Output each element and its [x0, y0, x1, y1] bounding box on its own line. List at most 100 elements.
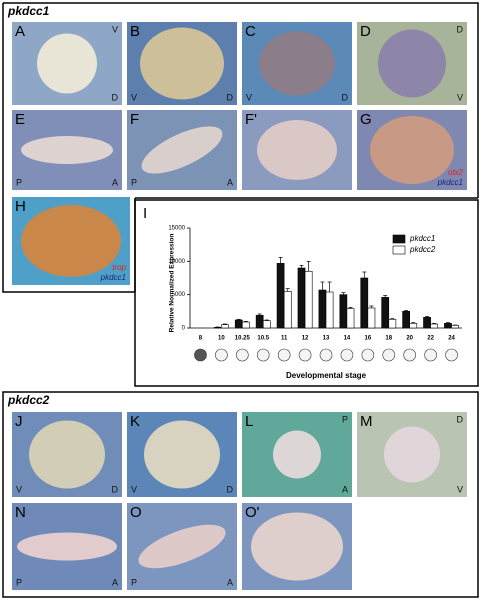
- panel-label: M: [360, 413, 373, 430]
- chart-frame: [134, 199, 479, 387]
- stage-icon: [382, 348, 396, 362]
- y-tick-label: 0: [182, 326, 186, 332]
- legend-swatch: [392, 245, 406, 255]
- x-axis-label: Developmental stage: [286, 371, 367, 380]
- x-tick-label: 16: [365, 336, 372, 342]
- bar: [402, 311, 410, 329]
- panel-label: O: [130, 504, 142, 521]
- embryo: [141, 126, 223, 174]
- bar: [346, 308, 355, 329]
- bar: [360, 277, 369, 329]
- orientation: D: [457, 414, 464, 424]
- y-tick-label: 15000: [168, 226, 185, 232]
- bar: [304, 271, 313, 329]
- orientation: V: [246, 92, 252, 102]
- bar: [255, 315, 264, 329]
- stain-label: trop: [112, 263, 126, 272]
- bar: [221, 324, 229, 329]
- orientation: V: [16, 484, 22, 494]
- bar: [444, 323, 452, 329]
- stage-icon: [298, 348, 312, 362]
- orientation: V: [457, 484, 463, 494]
- embryo: [138, 524, 226, 569]
- orientation: V: [131, 92, 137, 102]
- x-tick-label: 22: [427, 336, 434, 342]
- embryo: [17, 532, 117, 561]
- bar: [409, 323, 418, 329]
- stain-label: pkdcc1: [100, 273, 126, 282]
- y-tick-label: 10000: [168, 259, 185, 265]
- bar: [318, 289, 327, 329]
- x-tick-label: 8: [199, 336, 203, 342]
- legend-swatch: [392, 234, 406, 244]
- panel-label: K: [130, 413, 140, 430]
- embryo: [370, 116, 454, 184]
- embryo: [259, 31, 335, 96]
- embryo: [378, 29, 446, 98]
- stage-icon: [194, 348, 207, 362]
- panel-label: G: [360, 111, 372, 128]
- orientation: A: [342, 484, 348, 494]
- stage-icon: [445, 348, 458, 362]
- panel-label: B: [130, 23, 140, 40]
- legend-label: pkdcc1: [409, 234, 435, 243]
- panel-label: F': [245, 111, 257, 128]
- stage-icon: [215, 348, 228, 362]
- panel-label: L: [245, 413, 253, 430]
- embryo: [384, 426, 440, 483]
- x-tick-label: 20: [406, 336, 413, 342]
- stage-icon: [424, 348, 437, 362]
- orientation: P: [16, 577, 22, 587]
- panel-label: I: [143, 205, 147, 222]
- embryo: [29, 420, 105, 489]
- bar: [283, 291, 292, 329]
- orientation: A: [227, 177, 233, 187]
- panel-label: J: [15, 413, 23, 430]
- orientation: V: [457, 92, 463, 102]
- orientation: P: [131, 577, 137, 587]
- x-tick-label: 14: [344, 336, 351, 342]
- legend-label: pkdcc2: [409, 245, 436, 254]
- bar: [297, 267, 306, 329]
- stage-icon: [277, 348, 291, 362]
- stain-label: pkdcc1: [437, 178, 463, 187]
- bar: [451, 325, 459, 329]
- panel-label: N: [15, 504, 26, 521]
- embryo: [144, 420, 220, 489]
- orientation: D: [457, 24, 464, 34]
- embryo: [257, 120, 337, 180]
- x-tick-label: 10: [218, 336, 225, 342]
- stage-icon: [236, 348, 249, 362]
- bar: [423, 317, 431, 329]
- y-tick-label: 5000: [172, 292, 186, 298]
- panel-label: D: [360, 23, 371, 40]
- bar: [339, 294, 348, 329]
- orientation: A: [227, 577, 233, 587]
- panel-label: H: [15, 198, 26, 215]
- orientation: D: [227, 92, 234, 102]
- embryo: [273, 430, 321, 479]
- orientation: P: [342, 414, 348, 424]
- y-axis-label: Relative Normalized Expression: [169, 234, 176, 333]
- section-frame: [2, 2, 479, 293]
- section-title: pkdcc1: [7, 4, 50, 18]
- embryo: [37, 33, 97, 94]
- bar: [262, 320, 271, 329]
- orientation: A: [112, 577, 118, 587]
- stage-icon: [403, 348, 416, 362]
- orientation: D: [342, 92, 349, 102]
- bar: [234, 319, 243, 329]
- orientation: P: [131, 177, 137, 187]
- bar: [242, 321, 250, 329]
- bar: [213, 327, 222, 329]
- x-tick-label: 18: [385, 336, 392, 342]
- bar: [381, 297, 390, 329]
- orientation: P: [16, 177, 22, 187]
- panel-label: O': [245, 504, 260, 521]
- section-title: pkdcc2: [7, 393, 50, 407]
- x-tick-label: 11: [281, 336, 288, 342]
- panel-label: F: [130, 111, 139, 128]
- x-tick-label: 13: [323, 336, 330, 342]
- stage-icon: [340, 348, 354, 362]
